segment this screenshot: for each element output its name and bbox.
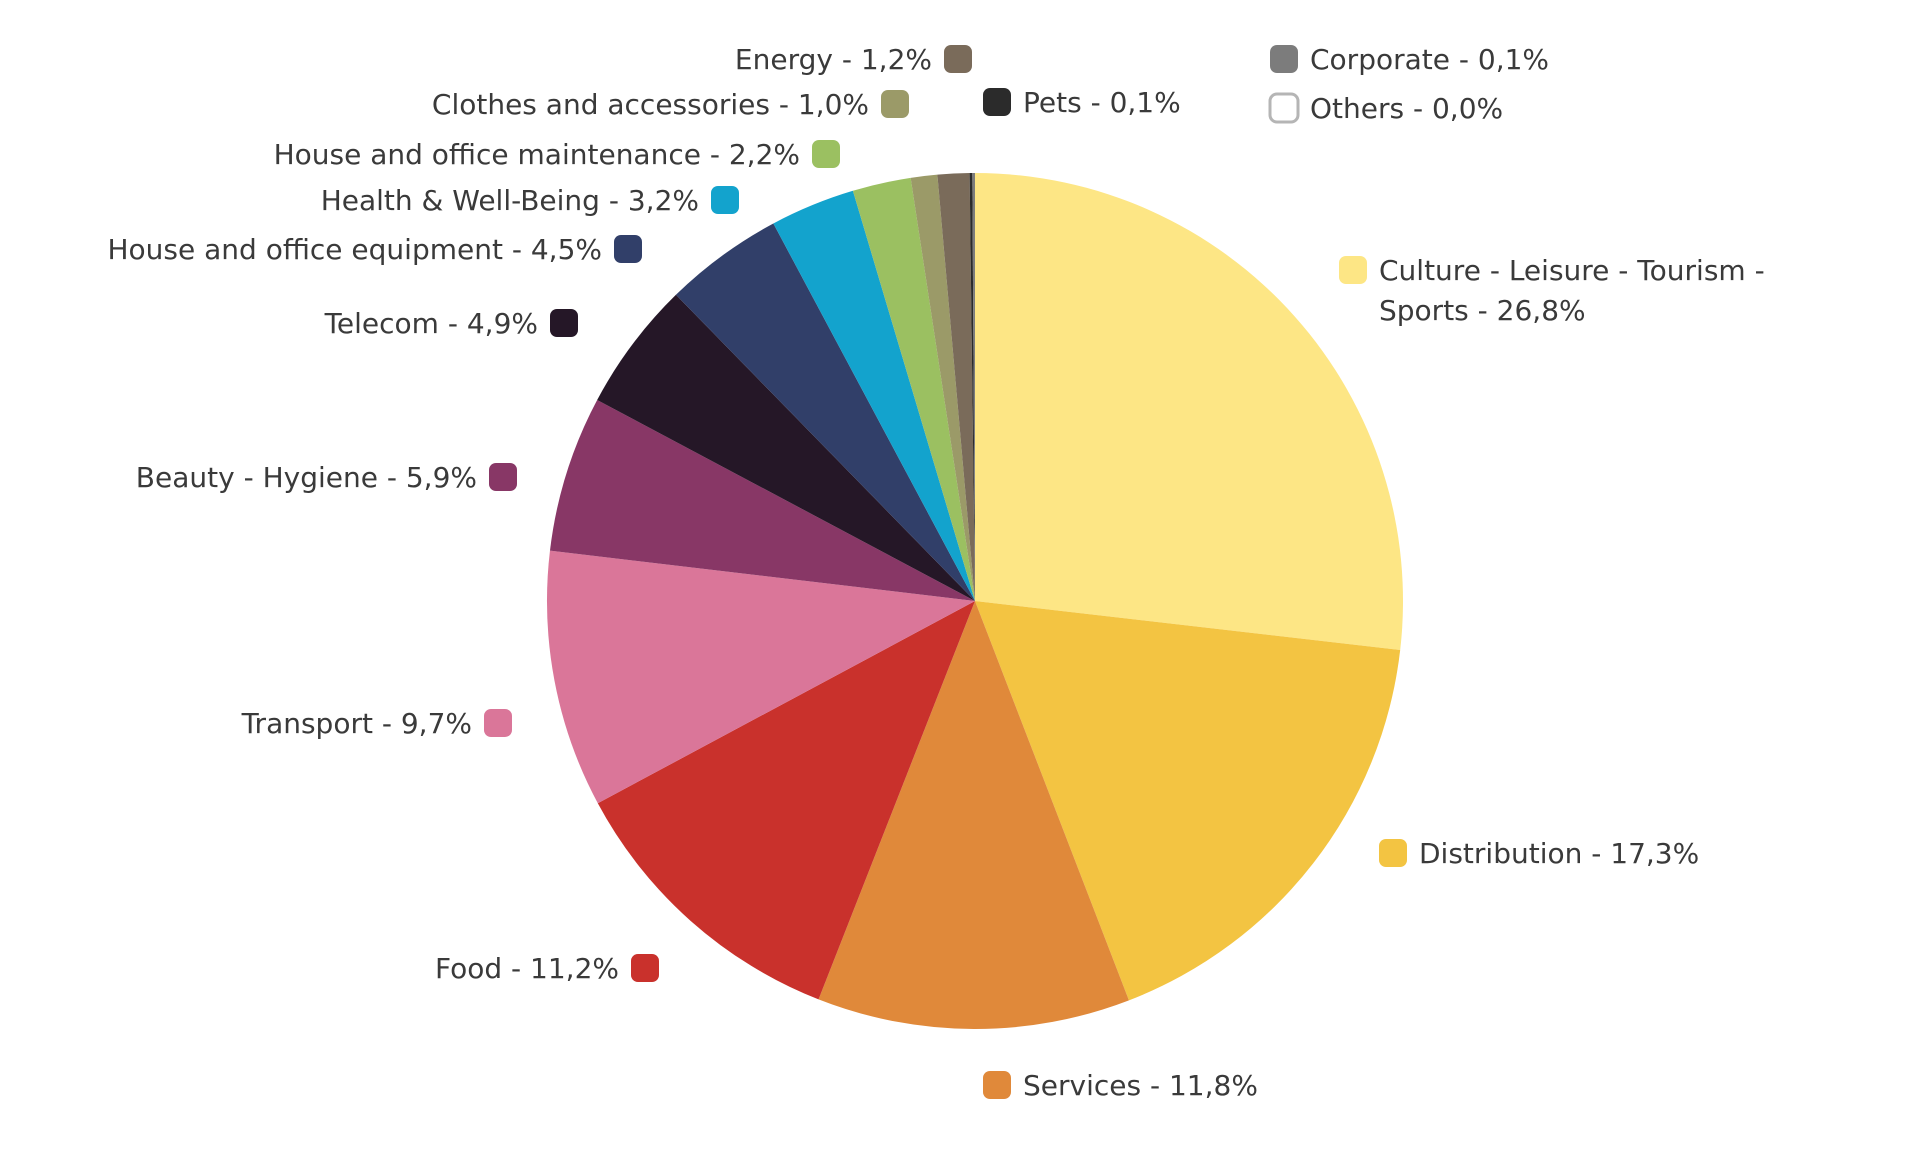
slice-culture (975, 173, 1403, 651)
slice-transport (547, 550, 975, 804)
legend-swatch-pets (983, 88, 1011, 116)
legend-swatch-others (1268, 92, 1300, 124)
legend-swatch-beauty (489, 463, 517, 491)
legend-swatch-clothes-and-accessories (881, 90, 909, 118)
slice-energy (937, 173, 975, 601)
legend-label-house-and-office-equipment: House and office equipment - 4,5% (107, 233, 602, 266)
legend-swatch-house-and-office-maintenance (812, 140, 840, 168)
slice-pets (969, 173, 975, 601)
legend-label-line: Energy - 1,2% (735, 43, 932, 76)
legend-label-line: Sports - 26,8% (1379, 294, 1586, 327)
slice-food (597, 601, 975, 1000)
legend-label-transport: Transport - 9,7% (241, 707, 472, 740)
slice-house-and-office-maintenance (852, 177, 975, 601)
slice-telecom (597, 294, 975, 601)
legend-swatch-food (631, 954, 659, 982)
legend-label-line: Culture - Leisure - Tourism - (1379, 254, 1765, 287)
legend-label-line: Telecom - 4,9% (324, 307, 538, 340)
legend-label-food: Food - 11,2% (435, 952, 619, 985)
legend-label-line: Services - 11,8% (1023, 1069, 1258, 1102)
legend-label-line: Pets - 0,1% (1023, 86, 1181, 119)
legend-swatch-corporate (1270, 45, 1298, 73)
legend-swatch-health-well-being (711, 186, 739, 214)
slice-house-and-office-equipment (675, 223, 975, 602)
legend-label-energy: Energy - 1,2% (735, 43, 932, 76)
legend-label-beauty: Beauty - Hygiene - 5,9% (136, 461, 477, 494)
legend-label-line: Corporate - 0,1% (1310, 43, 1549, 76)
legend-label-culture: Culture - Leisure - Tourism - Sports - 26… (1379, 254, 1765, 327)
legend-label-services: Services - 11,8% (1023, 1069, 1258, 1102)
legend-swatch-energy (944, 45, 972, 73)
slice-distribution (975, 601, 1401, 1001)
legend-swatch-telecom (550, 309, 578, 337)
legend-label-line: House and office equipment - 4,5% (107, 233, 602, 266)
legend-label-line: Food - 11,2% (435, 952, 619, 985)
legend-label-telecom: Telecom - 4,9% (324, 307, 538, 340)
slice-corporate (972, 173, 975, 601)
legend-label-corporate: Corporate - 0,1% (1310, 43, 1549, 76)
legend-label-line: Clothes and accessories - 1,0% (432, 88, 869, 121)
legend-swatch-distribution (1379, 839, 1407, 867)
legend-label-health-well-being: Health & Well-Being - 3,2% (321, 184, 699, 217)
legend-label-clothes-and-accessories: Clothes and accessories - 1,0% (432, 88, 869, 121)
legend-swatch-culture (1339, 256, 1367, 284)
slice-services (818, 601, 1129, 1029)
legend-label-house-and-office-maintenance: House and office maintenance - 2,2% (274, 138, 800, 171)
legend: Culture - Leisure - Tourism - Sports - 26… (107, 43, 1764, 1102)
legend-label-line: Transport - 9,7% (241, 707, 472, 740)
legend-swatch-services (983, 1071, 1011, 1099)
legend-label-line: Others - 0,0% (1310, 92, 1503, 125)
legend-label-distribution: Distribution - 17,3% (1419, 837, 1699, 870)
legend-label-line: House and office maintenance - 2,2% (274, 138, 800, 171)
legend-swatch-transport (484, 709, 512, 737)
legend-label-line: Distribution - 17,3% (1419, 837, 1699, 870)
slice-clothes-and-accessories (910, 174, 975, 601)
legend-label-pets: Pets - 0,1% (1023, 86, 1181, 119)
legend-swatch-house-and-office-equipment (614, 235, 642, 263)
pie-slices (547, 173, 1403, 1029)
legend-label-others: Others - 0,0% (1310, 92, 1503, 125)
slice-beauty (549, 399, 975, 601)
slice-health-well-being (773, 190, 975, 602)
legend-label-line: Beauty - Hygiene - 5,9% (136, 461, 477, 494)
legend-label-line: Health & Well-Being - 3,2% (321, 184, 699, 217)
